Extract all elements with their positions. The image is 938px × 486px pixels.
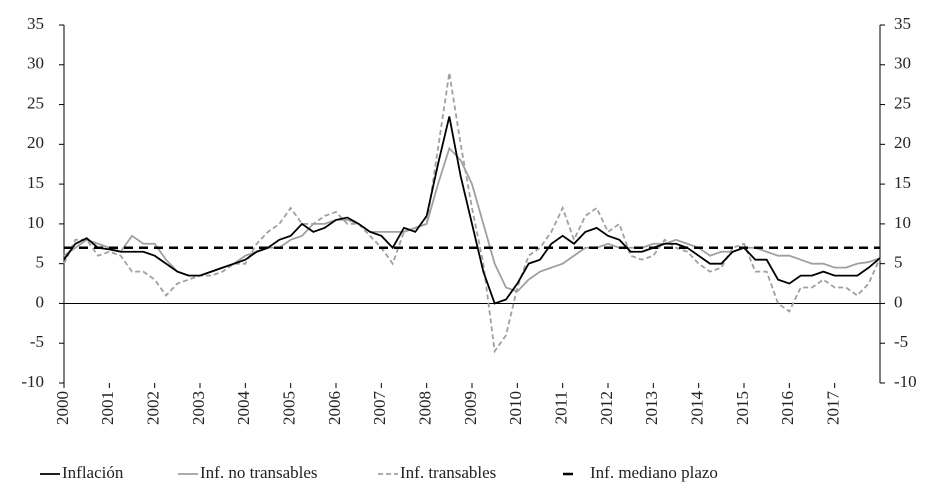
legend-label: Inf. no transables [200,463,318,482]
y2-tick-label: 25 [894,93,911,112]
y-tick-label: -5 [30,332,44,351]
x-tick-label: 2015 [733,391,752,425]
legend-label: Inf. mediano plazo [590,463,718,482]
y2-tick-label: -10 [894,372,917,391]
y2-tick-label: 5 [894,253,903,272]
y2-tick-label: 0 [894,292,903,311]
y-tick-label: 15 [27,173,44,192]
x-tick-label: 2006 [325,391,344,425]
x-tick-label: 2005 [280,391,299,425]
x-tick-label: 2007 [370,391,389,426]
y-tick-label: -10 [21,372,44,391]
x-tick-label: 2001 [98,391,117,425]
x-tick-label: 2000 [53,391,72,425]
legend-label: Inf. transables [400,463,496,482]
y2-tick-label: 35 [894,14,911,33]
legend-label: Inflación [62,463,124,482]
x-tick-label: 2016 [778,391,797,425]
y2-tick-label: -5 [894,332,908,351]
x-tick-label: 2004 [234,391,253,426]
y2-tick-label: 20 [894,133,911,152]
y-tick-label: 35 [27,14,44,33]
y-tick-label: 30 [27,54,44,73]
y2-tick-label: 15 [894,173,911,192]
y-tick-label: 0 [36,292,45,311]
x-tick-label: 2014 [688,391,707,426]
x-tick-label: 2010 [506,391,525,425]
y-tick-label: 10 [27,213,44,232]
y2-tick-label: 10 [894,213,911,232]
series-line [63,72,881,354]
series-line [63,146,881,293]
y-tick-label: 20 [27,133,44,152]
x-tick-label: 2002 [144,391,163,425]
x-tick-label: 2009 [461,391,480,425]
x-tick-label: 2008 [416,391,435,425]
x-tick-label: 2017 [824,391,843,426]
x-tick-label: 2011 [552,391,571,424]
x-tick-label: 2012 [597,391,616,425]
x-tick-label: 2013 [642,391,661,425]
y-tick-label: 25 [27,93,44,112]
y2-tick-label: 30 [894,54,911,73]
y-tick-label: 5 [36,253,45,272]
x-tick-label: 2003 [189,391,208,425]
